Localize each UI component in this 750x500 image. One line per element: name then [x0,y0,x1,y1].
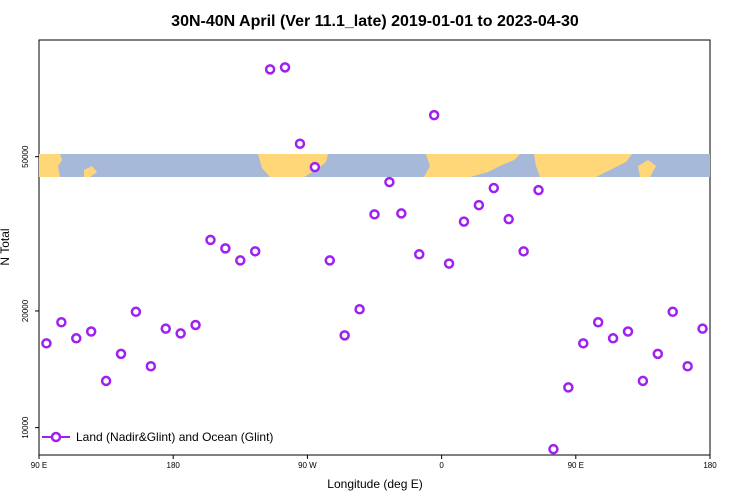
data-point [100,375,112,387]
x-tick-label: 180 [703,461,717,470]
data-point [518,246,529,257]
x-axis-label: Longitude (deg E) [327,477,422,491]
map-land-asia-west [39,154,62,177]
data-point [205,234,216,246]
x-tick-label: 180 [167,461,181,470]
data-point [264,64,276,75]
y-tick-label: 10000 [21,416,30,439]
data-point [503,213,514,225]
data-point [56,317,67,328]
data-point [249,246,261,257]
data-point [563,382,574,393]
data-point [697,323,708,334]
data-point [428,109,440,121]
data-point [294,138,306,149]
data-point [652,348,664,360]
data-point [413,249,425,260]
map-land-asia-east [534,154,632,177]
y-axis: 10000 20000 50000 [21,145,39,439]
data-point [458,216,470,227]
data-point [578,338,589,349]
y-axis-label: N Total [0,228,12,265]
data-point [396,208,407,219]
data-point [473,199,485,211]
map-band [39,154,710,177]
legend: Land (Nadir&Glint) and Ocean (Glint) [42,430,273,444]
plot-frame [38,39,711,456]
y-tick-label: 20000 [21,299,30,322]
data-point [667,306,678,318]
data-point [637,375,649,387]
data-point [384,176,395,188]
data-point [443,258,455,269]
data-point [533,184,544,196]
data-point [71,333,82,344]
x-tick-label: 90 E [568,461,584,470]
legend-label: Land (Nadir&Glint) and Ocean (Glint) [76,430,273,444]
data-point [354,304,365,315]
data-point [175,328,186,339]
data-point [682,361,693,372]
data-point [190,319,201,331]
x-tick-label: 90 W [298,461,317,470]
map-land-eurasia-africa [424,154,520,177]
x-axis: 90 E 180 90 W 0 90 E 180 [31,455,717,470]
y-tick-label: 50000 [21,145,30,168]
data-point [339,330,350,341]
data-point [369,209,380,220]
data-point [220,243,231,254]
x-tick-label: 0 [439,461,444,470]
data-point [41,338,52,349]
data-point [160,323,171,334]
data-point [115,348,127,360]
map-land-japan-repeat [638,160,656,177]
data-point [592,317,604,328]
map-land-north-america [258,154,328,177]
data-point [548,443,559,455]
data-points [41,62,708,455]
data-point [309,161,321,173]
data-point [235,255,246,266]
data-point [607,333,619,344]
data-point [85,326,97,337]
data-point [488,182,500,194]
map-land-japan [84,166,97,177]
legend-marker [50,431,62,443]
chart-title: 30N-40N April (Ver 11.1_late) 2019-01-01… [171,13,579,30]
data-point [145,361,157,372]
data-point [279,62,291,73]
x-tick-label: 90 E [31,461,47,470]
data-point [324,255,336,266]
data-point [130,306,142,318]
data-point [622,326,634,337]
